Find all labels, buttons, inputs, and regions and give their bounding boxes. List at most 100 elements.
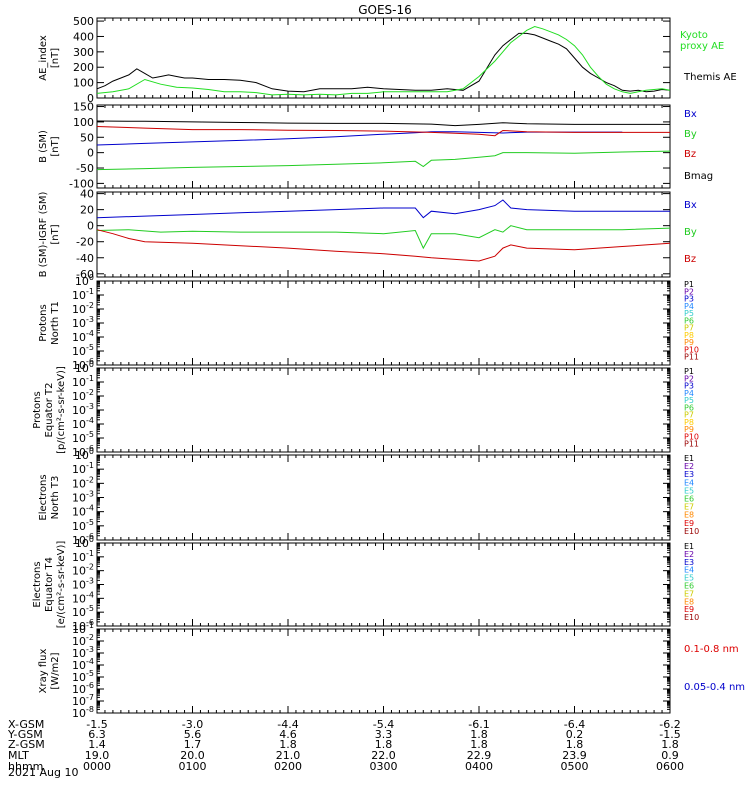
panel-frame — [96, 542, 671, 627]
y-tick-label: 10-4 — [72, 504, 94, 519]
x-minor-ticks — [96, 18, 671, 98]
y-axis-label: B (SM) — [38, 130, 49, 163]
panel-frame — [96, 367, 671, 453]
y-tick-label: 100 — [73, 77, 94, 90]
legend-entry: 0.1-0.8 nm — [684, 644, 739, 655]
date-label: 2021 Aug 10 — [8, 766, 78, 779]
legend-entry: P2 — [684, 287, 694, 296]
y-axis-label: [nT] — [50, 48, 61, 68]
y-tick-label: 10-1 — [72, 549, 94, 564]
y-tick-label: 50 — [80, 131, 94, 144]
legend-entry: P6 — [684, 316, 694, 325]
y-axis-label: Equator T2 — [44, 383, 55, 438]
y-tick-label: -50 — [76, 162, 94, 175]
y-axis-label: [e/(cm²-s-sr-keV)] — [56, 541, 67, 629]
series-line-4 — [96, 150, 671, 171]
legend-entry: P9 — [684, 425, 694, 434]
y-axis-label: Equator T4 — [44, 557, 55, 612]
y-tick-label: 0 — [87, 147, 94, 160]
y-tick-label: 400 — [73, 30, 94, 43]
x-tick-value: 22.0 — [371, 749, 396, 762]
legend-entry: E10 — [684, 613, 699, 622]
legend-entry: P7 — [684, 324, 694, 333]
legend-entry: E4 — [684, 566, 694, 575]
legend-entry: P11 — [684, 353, 699, 362]
y-tick-label: -40 — [76, 252, 94, 265]
legend-entry: proxy AE — [680, 41, 724, 52]
legend-entry: E2 — [684, 550, 694, 559]
y-axis-label: Electrons — [32, 561, 43, 607]
x-minor-ticks — [96, 281, 671, 365]
panel-frame — [96, 454, 671, 541]
legend-entry: By — [684, 227, 697, 238]
legend-entry: P8 — [684, 418, 694, 427]
legend-entry: E3 — [684, 470, 694, 479]
series-line-3 — [96, 229, 671, 262]
legend-entry: P8 — [684, 331, 694, 340]
x-minor-ticks — [96, 368, 671, 452]
x-tick-value: -5.4 — [373, 718, 394, 731]
x-tick-value: 19.0 — [85, 749, 110, 762]
legend-entry: E1 — [684, 542, 694, 551]
x-tick-value: 5.6 — [184, 728, 202, 741]
x-tick-value: 0000 — [83, 760, 111, 773]
x-tick-value: -1.5 — [659, 728, 680, 741]
legend-entry: E5 — [684, 486, 694, 495]
y-tick-label: 10-3 — [72, 402, 94, 417]
x-minor-ticks — [96, 192, 671, 277]
y-tick-label: 10-4 — [72, 329, 94, 344]
y-axis-label: North T3 — [50, 476, 61, 520]
legend-entry: Bx — [684, 200, 697, 211]
x-tick-value: 0100 — [179, 760, 207, 773]
series-line-2 — [96, 131, 623, 146]
x-tick-value: -3.0 — [182, 718, 203, 731]
y-axis-label: Xray flux — [38, 649, 49, 694]
x-tick-value: 23.9 — [562, 749, 587, 762]
y-tick-label: 100 — [73, 116, 94, 129]
y-tick-label: 10-2 — [72, 475, 94, 490]
legend-entry: P1 — [684, 280, 694, 289]
y-tick-label: 10-3 — [72, 490, 94, 505]
y-tick-label: 100 — [75, 535, 94, 550]
x-tick-value: 0.2 — [566, 728, 584, 741]
y-tick-label: -60 — [76, 268, 94, 281]
legend-entry: E2 — [684, 462, 694, 471]
x-minor-ticks — [96, 543, 671, 626]
y-tick-label: 200 — [73, 61, 94, 74]
y-axis-label: B (SM)-IGRF (SM) — [38, 192, 49, 278]
legend-entry: P11 — [684, 440, 699, 449]
legend-entry: P4 — [684, 389, 694, 398]
x-minor-ticks — [96, 629, 671, 713]
x-tick-value: 1.8 — [661, 738, 679, 751]
y-tick-label: 10-4 — [72, 590, 94, 605]
y-tick-label: 0 — [87, 92, 94, 105]
x-tick-value: 1.8 — [470, 728, 488, 741]
x-row-label: Z-GSM — [8, 738, 45, 751]
x-row-label: hhmm — [8, 760, 43, 773]
y-tick-label: -100 — [69, 177, 94, 190]
legend-entry: P10 — [684, 345, 699, 354]
legend-entry: P3 — [684, 382, 694, 391]
x-tick-value: 22.9 — [467, 749, 492, 762]
y-axis-label: Protons — [38, 304, 49, 341]
x-tick-value: -6.2 — [659, 718, 680, 731]
x-tick-value: 1.8 — [566, 738, 584, 751]
x-tick-value: -4.4 — [277, 718, 298, 731]
legend-entry: P2 — [684, 374, 694, 383]
y-axis-label: Electrons — [38, 474, 49, 520]
x-row-label: Y-GSM — [7, 728, 43, 741]
series-line-1 — [96, 32, 671, 93]
x-tick-value: 1.8 — [279, 738, 297, 751]
panel-frame — [96, 628, 671, 714]
legend-entry: P5 — [684, 309, 694, 318]
x-minor-ticks — [96, 105, 671, 188]
legend-entry: E1 — [684, 454, 694, 463]
y-tick-label: 10-5 — [72, 430, 94, 445]
y-tick-label: 10-1 — [72, 287, 94, 302]
y-axis-label: AE_index — [38, 35, 49, 81]
